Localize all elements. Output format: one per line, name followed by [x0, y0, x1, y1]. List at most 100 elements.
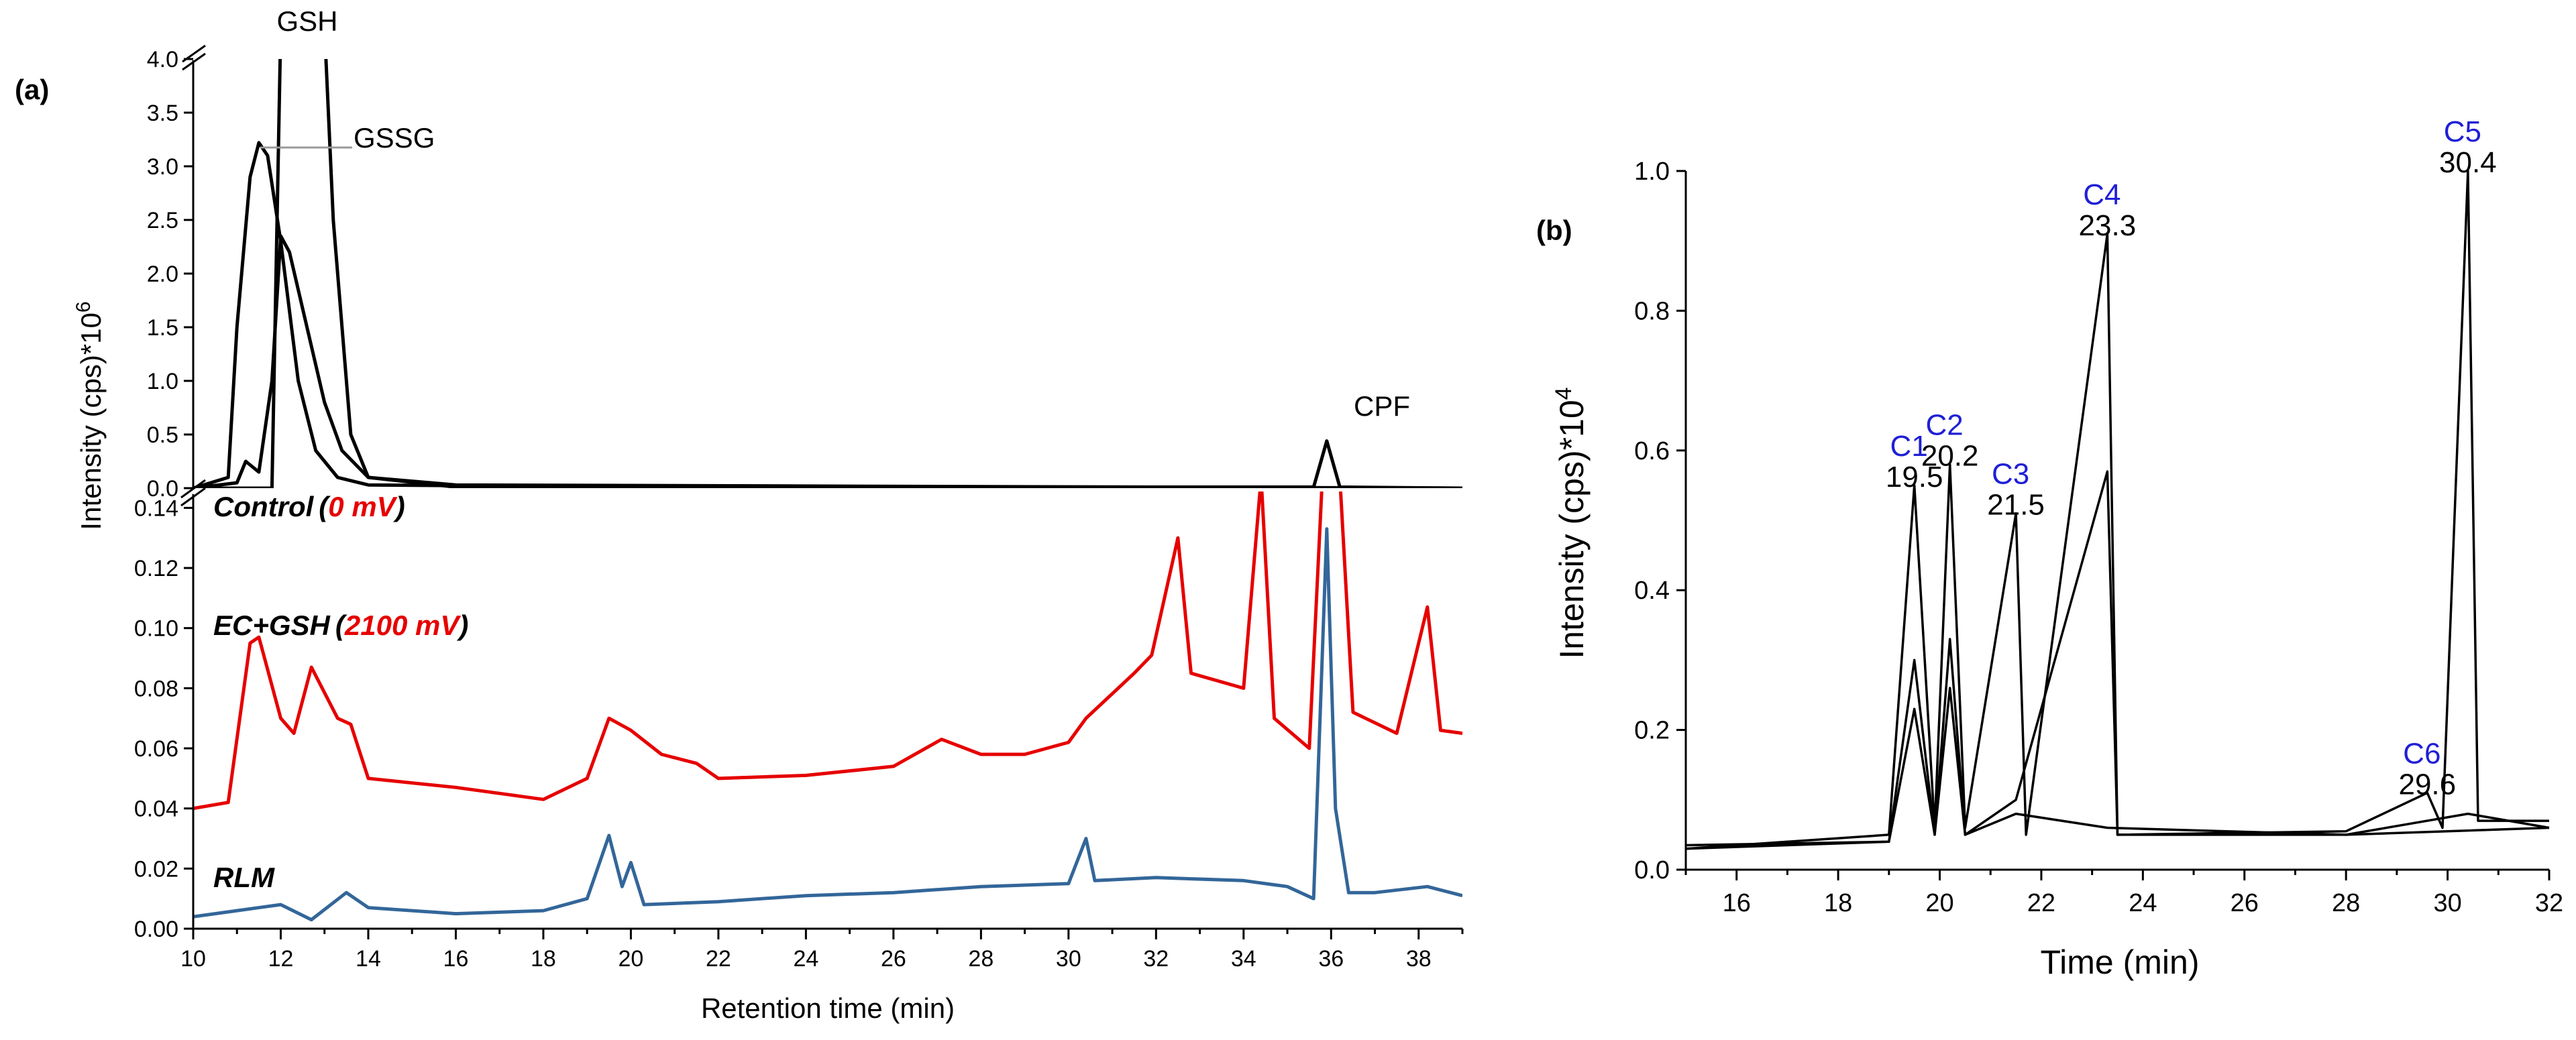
a-xtick-label: 14: [356, 946, 381, 972]
legend-ec-gsh-paren-open: (: [335, 610, 347, 641]
legend-ec-gsh-paren-close: ): [456, 610, 468, 641]
panel-b-lines: [1685, 170, 2550, 850]
b-xtick-label: 28: [2332, 889, 2360, 917]
panel-b-y-ticks: 0.0 0.2 0.4 0.6 0.8 1.0: [1634, 158, 1686, 884]
panel-b-chart: [1685, 170, 2550, 850]
legend-control: Control (0 mV): [213, 491, 405, 522]
panel-a-lower-lines: [193, 492, 1462, 922]
panel-a-upper-lines: [193, 59, 1462, 488]
b-ytick-label: 1.0: [1634, 158, 1670, 186]
panel-a-upper-trace-1: [193, 141, 1462, 488]
a-upper-ytick-label: 1.5: [147, 315, 178, 341]
peak-rt-c5: 30.4: [2439, 146, 2497, 179]
legend-ec-gsh: EC+GSH (2100 mV): [213, 610, 468, 641]
panel-a-upper-trace-3: [193, 59, 1462, 488]
legend-rlm: RLM: [213, 862, 275, 893]
a-upper-ytick-label: 2.5: [147, 208, 178, 233]
a-xtick-label: 10: [180, 946, 206, 972]
peak-id-c3: C3: [1992, 458, 2029, 491]
peak-id-c1: C1: [1890, 430, 1928, 463]
peak-rt-c1: 19.5: [1886, 461, 1943, 494]
a-xtick-label: 18: [531, 946, 556, 972]
a-xtick-label: 26: [881, 946, 906, 972]
panel-b-y-label-exp: 4: [1551, 387, 1576, 400]
peak-rt-c3: 21.5: [1987, 489, 2045, 522]
gsh-label: GSH: [276, 5, 337, 37]
b-xtick-label: 26: [2231, 889, 2259, 917]
panel-b-x-axis-label: Time (min): [2040, 943, 2199, 981]
b-xtick-label: 16: [1723, 889, 1751, 917]
b-xtick-label: 20: [1925, 889, 1953, 917]
a-xtick-label: 12: [268, 946, 294, 972]
panel-b-trace-2: [1685, 470, 2550, 847]
panel-a-lower-y-ticks: 0.00 0.02 0.04 0.06 0.08 0.10 0.12 0.14: [134, 496, 193, 942]
a-upper-ytick-label: 0.5: [147, 422, 178, 448]
panel-b-trace-1: [1685, 170, 2549, 850]
b-ytick-label: 0.2: [1634, 717, 1670, 745]
legend-ec-gsh-value: 2100 mV: [344, 610, 461, 641]
legend-control-value: 0 mV: [328, 491, 397, 522]
a-xtick-label: 36: [1318, 946, 1344, 972]
a-lower-ytick-label: 0.06: [134, 736, 178, 762]
a-lower-ytick-label: 0.14: [134, 496, 178, 521]
a-lower-ytick-label: 0.10: [134, 616, 178, 642]
b-ytick-label: 0.8: [1634, 297, 1670, 325]
b-xtick-label: 30: [2433, 889, 2461, 917]
panel-b-trace-3: [1685, 687, 2550, 850]
a-xtick-label: 32: [1143, 946, 1169, 972]
legend-ec-gsh-name: EC+GSH: [213, 610, 331, 641]
legend-control-paren-close: ): [393, 491, 405, 522]
panel-b-x-ticks: 16 18 20 22 24 26 28 30 32: [1684, 870, 2563, 917]
b-xtick-label: 22: [2027, 889, 2055, 917]
panel-a-x-axis-label: Retention time (min): [701, 992, 955, 1024]
panel-a-lower-trace-rlm: [193, 527, 1462, 922]
peak-id-c2: C2: [1926, 409, 1964, 442]
a-lower-ytick-label: 0.02: [134, 856, 178, 882]
b-ytick-label: 0.4: [1634, 577, 1670, 605]
panel-a-lower-chart: [193, 492, 1462, 922]
a-upper-ytick-label: 4.0: [147, 47, 178, 72]
a-upper-ytick-label: 1.0: [147, 369, 178, 394]
a-lower-ytick-label: 0.08: [134, 676, 178, 701]
a-upper-ytick-label: 0.0: [147, 476, 178, 502]
legend-control-paren-open: (: [319, 491, 331, 522]
a-xtick-label: 30: [1056, 946, 1081, 972]
peak-rt-c2: 20.2: [1921, 440, 1979, 473]
a-xtick-label: 34: [1231, 946, 1256, 972]
a-xtick-label: 16: [443, 946, 469, 972]
a-xtick-label: 28: [968, 946, 994, 972]
a-upper-ytick-label: 2.0: [147, 262, 178, 287]
panel-a-upper-chart: [193, 59, 1462, 488]
a-upper-ytick-label: 3.5: [147, 101, 178, 126]
panel-b-y-label-text: Intensity (cps)*10: [1553, 400, 1591, 658]
peak-id-c4: C4: [2083, 178, 2121, 211]
a-lower-ytick-label: 0.12: [134, 556, 178, 581]
peak-rt-c6: 29.6: [2398, 768, 2456, 801]
panel-b-label: (b): [1536, 215, 1572, 246]
b-xtick-label: 24: [2129, 889, 2157, 917]
b-xtick-label: 18: [1824, 889, 1852, 917]
panel-a-y-axis-label: Intensity (cps)*106: [72, 301, 107, 530]
legend-control-name: Control: [213, 491, 315, 522]
a-lower-ytick-label: 0.04: [134, 797, 178, 822]
cpf-label: CPF: [1354, 390, 1410, 422]
a-lower-ytick-label: 0.00: [134, 917, 178, 942]
b-ytick-label: 0.6: [1634, 437, 1670, 465]
a-xtick-label: 20: [618, 946, 643, 972]
panel-a-lower-trace-ec-gsh: [193, 492, 1462, 811]
panel-a-label: (a): [15, 74, 49, 105]
a-upper-ytick-label: 3.0: [147, 154, 178, 180]
gssg-label: GSSG: [354, 122, 435, 154]
panel-a-upper-y-ticks: 0.0 0.5 1.0 1.5 2.0 2.5 3.0 3.5 4.0: [147, 47, 193, 502]
panel-b-y-axis-label: Intensity (cps)*104: [1551, 387, 1591, 658]
peak-rt-c4: 23.3: [2079, 209, 2137, 242]
a-xtick-label: 22: [706, 946, 731, 972]
panel-a-y-label-text: Intensity (cps)*10: [75, 312, 107, 530]
a-xtick-label: 38: [1406, 946, 1432, 972]
panel-a-upper-trace-2: [193, 234, 1462, 488]
b-xtick-label: 32: [2535, 889, 2563, 917]
b-ytick-label: 0.0: [1634, 856, 1670, 884]
panel-a-x-ticks: 10 12 14 16 18 20 22 24 26 28 30 32 34 36 38: [180, 929, 1464, 972]
